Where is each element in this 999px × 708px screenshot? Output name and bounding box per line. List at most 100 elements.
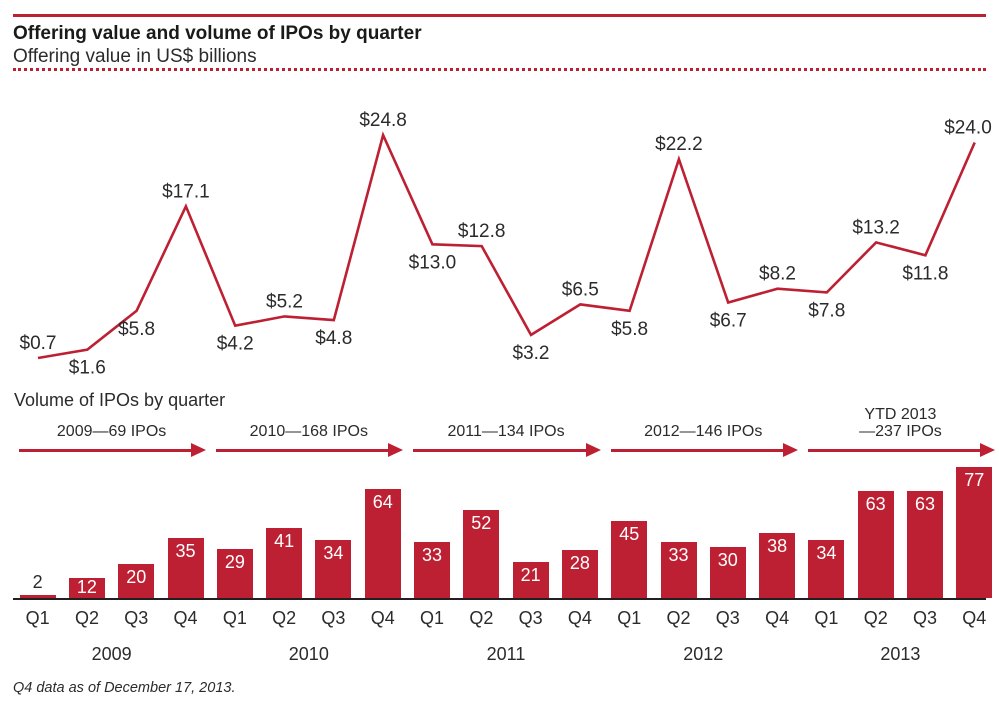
quarter-label: Q3 (912, 608, 937, 628)
year-arrow-label: 2009—69 IPOs (56, 423, 167, 440)
line-point-label: $4.8 (315, 328, 352, 349)
arrow-shaft (216, 449, 392, 452)
line-point-label: $5.8 (118, 319, 155, 340)
bar-value-label: 41 (274, 531, 295, 551)
quarter-label: Q2 (863, 608, 888, 628)
bar-slot: 33 (407, 462, 456, 598)
bar-value-label: 2 (32, 572, 43, 592)
year-label: 2013 (880, 644, 921, 664)
quarter-label: Q1 (25, 608, 50, 628)
year-label: 2010 (288, 644, 329, 664)
right-arrow-icon (605, 443, 802, 459)
line-point-label: $6.5 (562, 279, 599, 300)
line-point-label: $22.2 (655, 134, 703, 155)
arrow-shaft (807, 449, 984, 452)
arrow-head (782, 443, 798, 457)
volume-bar (463, 510, 500, 598)
bar-value-label: 63 (865, 494, 886, 514)
bar-value-label: 29 (224, 552, 245, 572)
volume-bar (956, 467, 993, 598)
line-point-label: $13.2 (852, 217, 900, 238)
bar-value-label: 34 (816, 543, 837, 563)
bar-slot: 52 (457, 462, 506, 598)
volume-section-label: Volume of IPOs by quarter (14, 390, 226, 410)
right-arrow-icon (407, 443, 604, 459)
line-point-label: $12.8 (458, 221, 506, 242)
bar-value-label: 77 (964, 470, 985, 490)
bar-slot: 45 (605, 462, 654, 598)
quarter-label: Q4 (173, 608, 198, 628)
quarter-axis-labels: Q1 Q2 Q3 Q4 Q1 Q2 Q3 Q4 Q1 Q2 Q3 Q4 Q1 Q2 Q3 Q4 Q1 Q2 Q3 Q4 (13, 608, 999, 629)
quarter-label: Q1 (222, 608, 247, 628)
line-point-label: $4.2 (217, 334, 254, 355)
bar-value-label: 63 (914, 494, 935, 514)
bar-slot: 38 (752, 462, 801, 598)
arrow-head (980, 443, 996, 457)
arrow-head (585, 443, 601, 457)
year-arrow-label: 2011—134 IPOs (447, 423, 565, 440)
volume-bar (857, 491, 894, 598)
quarter-label: Q2 (666, 608, 691, 628)
dotted-divider (13, 68, 986, 71)
bar-value-label: 35 (175, 541, 196, 561)
quarter-label: Q1 (420, 608, 445, 628)
arrow-head (388, 443, 404, 457)
bar-slot: 33 (654, 462, 703, 598)
volume-bar (118, 564, 155, 598)
bar-value-label: 33 (422, 545, 443, 565)
quarter-label: Q4 (962, 608, 987, 628)
year-label: 2011 (486, 644, 526, 664)
bar-value-label: 33 (668, 545, 689, 565)
quarter-label: Q4 (370, 608, 395, 628)
quarter-label: Q1 (617, 608, 642, 628)
volume-bar (906, 491, 943, 598)
volume-bar (414, 542, 451, 598)
bar-value-label: 38 (767, 536, 788, 556)
footnote: Q4 data as of December 17, 2013. (13, 680, 236, 696)
bar-slot: 41 (259, 462, 308, 598)
year-arrow-group-2011: 2011—134 IPOs (407, 400, 604, 459)
bar-value-label: 28 (569, 553, 590, 573)
line-point-label: $17.1 (162, 181, 210, 202)
quarter-label: Q3 (124, 608, 149, 628)
arrow-shaft (610, 449, 786, 452)
volume-bar (315, 540, 352, 598)
bar-slot: 64 (358, 462, 407, 598)
bar-slot: 35 (161, 462, 210, 598)
volume-bar (611, 521, 648, 598)
bar-slot: 20 (112, 462, 161, 598)
bar-slot: 63 (851, 462, 900, 598)
bar-slot: 21 (506, 462, 555, 598)
line-point-label: $5.2 (266, 291, 303, 312)
year-label: 2009 (91, 644, 132, 664)
quarter-label: Q3 (321, 608, 346, 628)
line-point-label: $7.8 (808, 300, 845, 321)
volume-bar (660, 542, 697, 598)
year-arrows-row: 2009—69 IPOs 2010—168 IPOs 2011—134 IPOs 20… (13, 400, 999, 459)
right-arrow-icon (210, 443, 407, 459)
quarter-label: Q4 (765, 608, 790, 628)
bar-value-label: 12 (76, 577, 97, 597)
bar-slot: 34 (802, 462, 851, 598)
volume-bar (808, 540, 845, 598)
year-arrow-group-2013: YTD 2013 —237 IPOs (802, 400, 999, 459)
bar-value-label: 52 (471, 513, 492, 533)
year-arrow-group-2009: 2009—69 IPOs (13, 400, 210, 459)
volume-bar (759, 533, 796, 598)
line-point-label: $5.8 (611, 319, 648, 340)
year-label: 2012 (683, 644, 724, 664)
volume-bar (19, 595, 56, 598)
bar-value-label: 34 (323, 543, 344, 563)
volume-bar (709, 547, 746, 598)
page-title: Offering value and volume of IPOs by qua… (13, 23, 422, 44)
volume-bar (68, 578, 105, 598)
line-point-label: $8.2 (759, 264, 796, 285)
page-subtitle: Offering value in US$ billions (13, 46, 257, 67)
arrow-head (191, 443, 207, 457)
year-arrow-group-2010: 2010—168 IPOs (210, 400, 407, 459)
quarter-label: Q3 (518, 608, 543, 628)
quarter-label: Q2 (272, 608, 297, 628)
bar-value-label: 45 (619, 524, 640, 544)
bar-slot: 29 (210, 462, 259, 598)
